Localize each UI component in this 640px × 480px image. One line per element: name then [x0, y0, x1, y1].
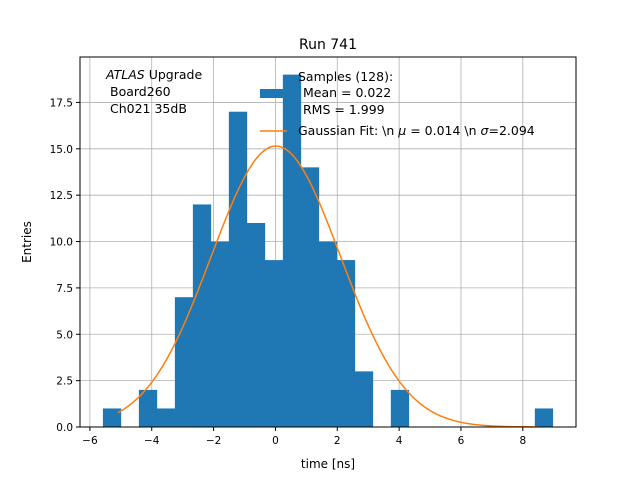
x-axis-label: time [ns]: [301, 457, 355, 471]
histogram-bar: [102, 408, 122, 427]
annotation: ATLAS Upgrade Board260 Ch021 35dB: [105, 67, 202, 116]
y-tick-label: 15.0: [50, 144, 73, 156]
histogram-bar: [192, 204, 212, 427]
x-ticks: −6 −4 −2 0 2 4 6 8: [82, 427, 526, 447]
x-tick-label: 0: [272, 435, 279, 447]
chart-title: Run 741: [299, 37, 357, 53]
histogram-bar: [318, 241, 338, 427]
histogram-bar: [174, 297, 194, 427]
histogram-bar: [138, 389, 158, 427]
legend-mean: Mean = 0.022: [303, 85, 391, 100]
histogram-bar: [264, 260, 284, 427]
y-tick-label: 5.0: [56, 329, 73, 341]
gaussian-fit-line: [117, 145, 539, 428]
histogram-bar: [534, 408, 554, 427]
y-tick-label: 17.5: [50, 97, 73, 109]
y-tick-label: 10.0: [50, 237, 73, 249]
svg-text:ATLAS Upgrade: ATLAS Upgrade: [105, 67, 202, 82]
histogram-bar: [354, 371, 374, 427]
histogram-bar: [390, 389, 410, 427]
legend-histogram-swatch: [260, 89, 287, 98]
x-tick-label: 4: [396, 435, 403, 447]
y-tick-label: 2.5: [56, 376, 73, 388]
histogram-bars: [102, 74, 554, 427]
histogram-bar: [210, 241, 230, 427]
annotation-channel: Ch021 35dB: [110, 101, 187, 116]
histogram-bar: [228, 111, 248, 427]
annotation-upgrade: Upgrade: [145, 67, 203, 82]
y-ticks: 0.0 2.5 5.0 7.5 10.0 12.5 15.0 17.5: [50, 97, 80, 434]
y-tick-label: 0.0: [56, 422, 73, 434]
y-axis-label: Entries: [20, 221, 34, 263]
histogram-bar: [336, 260, 356, 427]
x-tick-label: 6: [458, 435, 465, 447]
y-tick-label: 7.5: [56, 283, 73, 295]
legend: Samples (128): Mean = 0.022 RMS = 1.999 …: [260, 69, 535, 138]
annotation-atlas: ATLAS: [105, 67, 145, 82]
legend-samples: Samples (128):: [298, 69, 393, 84]
x-tick-label: −6: [82, 435, 98, 447]
x-tick-label: −2: [206, 435, 221, 447]
legend-fit-label: Gaussian Fit: \n μ = 0.014 \n σ=2.094: [298, 123, 535, 138]
x-tick-label: −4: [144, 435, 160, 447]
legend-rms: RMS = 1.999: [303, 102, 385, 117]
x-tick-label: 2: [334, 435, 341, 447]
y-tick-label: 12.5: [50, 190, 73, 202]
histogram-bar: [282, 74, 302, 427]
histogram-bar: [156, 408, 176, 427]
x-tick-label: 8: [519, 435, 526, 447]
histogram-bar: [300, 167, 320, 427]
histogram-bar: [246, 222, 266, 427]
annotation-board: Board260: [110, 84, 171, 99]
